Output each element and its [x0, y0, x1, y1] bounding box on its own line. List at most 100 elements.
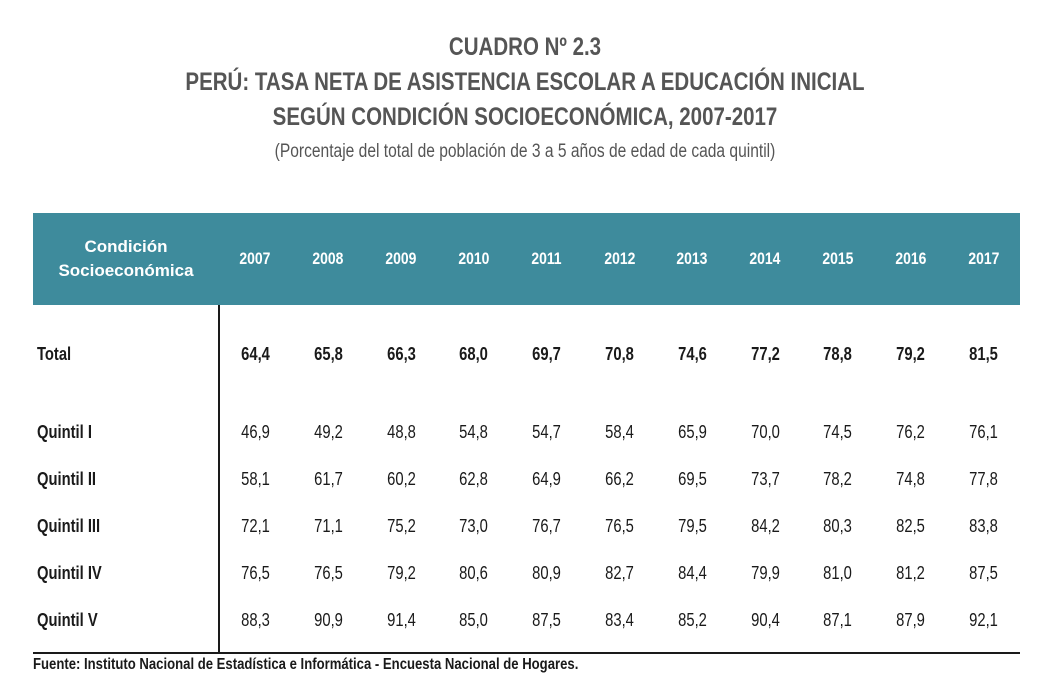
value-cell: 82,7 — [583, 550, 656, 597]
value-cell: 85,2 — [656, 597, 729, 644]
value-cell: 70,8 — [583, 319, 656, 389]
cell-value: 79,2 — [386, 563, 416, 583]
cell-value: 83,4 — [605, 610, 634, 630]
cell-value: 73,7 — [750, 469, 780, 489]
cell-value: 70,0 — [750, 422, 780, 442]
header-year: 2009 — [364, 213, 438, 305]
cell-value: 85,2 — [677, 610, 707, 630]
value-cell: 65,8 — [292, 319, 365, 389]
quintile-row: Quintil II 58,1 61,7 60,2 62,8 64,9 66,2 69,5 73… — [33, 456, 1020, 503]
spacer-cell — [729, 644, 802, 652]
spacer-cell — [437, 644, 510, 652]
header-condition-line-2: Socioeconómica — [58, 261, 194, 280]
value-cell: 87,9 — [874, 597, 947, 644]
spacer-cell — [656, 389, 729, 409]
source-note: Fuente: Instituto Nacional de Estadístic… — [33, 656, 579, 673]
cell-value: 54,7 — [532, 422, 562, 442]
cell-value: 69,5 — [677, 469, 707, 489]
cell-value: 79,5 — [677, 516, 707, 536]
value-cell: 68,0 — [437, 319, 510, 389]
value-cell: 85,0 — [437, 597, 510, 644]
value-cell: 62,8 — [437, 456, 510, 503]
value-cell: 87,1 — [802, 597, 875, 644]
table-title-line-2: SEGÚN CONDICIÓN SOCIOECONÓMICA, 2007-201… — [272, 103, 778, 131]
value-cell: 76,5 — [219, 550, 292, 597]
cell-value: 79,2 — [896, 343, 926, 364]
header-year: 2017 — [947, 213, 1020, 305]
cell-value: 80,3 — [823, 516, 853, 536]
cell-value: 48,8 — [386, 422, 416, 442]
cell-value: 91,4 — [386, 610, 416, 630]
value-cell: 84,2 — [729, 503, 802, 550]
header-year-label: 2011 — [531, 249, 562, 268]
value-cell: 90,4 — [729, 597, 802, 644]
value-cell: 82,5 — [874, 503, 947, 550]
cell-value: 75,2 — [386, 516, 416, 536]
value-cell: 79,9 — [729, 550, 802, 597]
value-cell: 75,2 — [365, 503, 438, 550]
value-cell: 58,4 — [583, 409, 656, 456]
cell-value: 68,0 — [459, 343, 489, 364]
value-cell: 81,2 — [874, 550, 947, 597]
value-cell: 87,5 — [947, 550, 1020, 597]
value-cell: 91,4 — [365, 597, 438, 644]
row-label-cell: Quintil III — [33, 503, 220, 550]
value-cell: 92,1 — [947, 597, 1020, 644]
value-cell: 64,9 — [510, 456, 583, 503]
spacer-cell — [583, 305, 656, 319]
value-cell: 73,0 — [437, 503, 510, 550]
value-cell: 81,0 — [802, 550, 875, 597]
value-cell: 66,3 — [365, 319, 438, 389]
title-block: CUADRO Nº 2.3 PERÚ: TASA NETA DE ASISTEN… — [0, 30, 1050, 165]
spacer-cell — [656, 644, 729, 652]
header-year: 2016 — [874, 213, 948, 305]
cell-value: 71,1 — [313, 516, 343, 536]
row-label-cell: Quintil II — [33, 456, 220, 503]
value-cell: 87,5 — [510, 597, 583, 644]
cell-value: 64,9 — [532, 469, 562, 489]
cell-value: 76,7 — [532, 516, 562, 536]
table-number: CUADRO Nº 2.3 — [448, 33, 602, 61]
cell-value: 81,2 — [896, 563, 926, 583]
value-cell: 81,5 — [947, 319, 1020, 389]
quintile-row: Quintil III 72,1 71,1 75,2 73,0 76,7 76,5 79,5 8… — [33, 503, 1020, 550]
value-cell: 88,3 — [219, 597, 292, 644]
table-body: Total 64,4 65,8 66,3 68,0 69,7 70,8 74,6 77,2 78,… — [33, 305, 1020, 652]
cell-value: 62,8 — [459, 469, 489, 489]
cell-value: 88,3 — [241, 610, 271, 630]
total-row: Total 64,4 65,8 66,3 68,0 69,7 70,8 74,6 77,2 78,… — [33, 319, 1020, 389]
header-year-label: 2012 — [603, 249, 635, 268]
cell-value: 73,0 — [459, 516, 489, 536]
table-title-line-1: PERÚ: TASA NETA DE ASISTENCIA ESCOLAR A … — [185, 68, 865, 96]
header-year: 2014 — [728, 213, 802, 305]
quintile-row: Quintil IV 76,5 76,5 79,2 80,6 80,9 82,7 84,4 79… — [33, 550, 1020, 597]
cell-value: 66,3 — [386, 343, 416, 364]
row-label-cell: Total — [33, 319, 220, 389]
spacer-cell — [219, 305, 292, 319]
cell-value: 76,1 — [969, 422, 998, 442]
cell-value: 70,8 — [605, 343, 634, 364]
row-label: Quintil I — [37, 422, 92, 442]
cell-value: 83,8 — [969, 516, 998, 536]
cell-value: 78,8 — [823, 343, 853, 364]
value-cell: 65,9 — [656, 409, 729, 456]
spacer-cell — [729, 305, 802, 319]
spacer-cell — [947, 305, 1020, 319]
value-cell: 76,5 — [583, 503, 656, 550]
cell-value: 64,4 — [241, 343, 271, 364]
table-bottom-rule — [33, 652, 1020, 654]
value-cell: 79,2 — [874, 319, 947, 389]
spacer-cell — [33, 305, 220, 319]
spacer-cell — [292, 305, 365, 319]
row-label: Quintil II — [37, 469, 97, 489]
cell-value: 46,9 — [241, 422, 271, 442]
value-cell: 70,0 — [729, 409, 802, 456]
spacer-cell — [510, 389, 583, 409]
cell-value: 72,1 — [241, 516, 271, 536]
cell-value: 61,7 — [313, 469, 343, 489]
spacer-cell — [802, 305, 875, 319]
spacer-row — [33, 305, 1020, 319]
cell-value: 84,4 — [677, 563, 707, 583]
value-cell: 76,1 — [947, 409, 1020, 456]
cell-value: 76,5 — [605, 516, 634, 536]
